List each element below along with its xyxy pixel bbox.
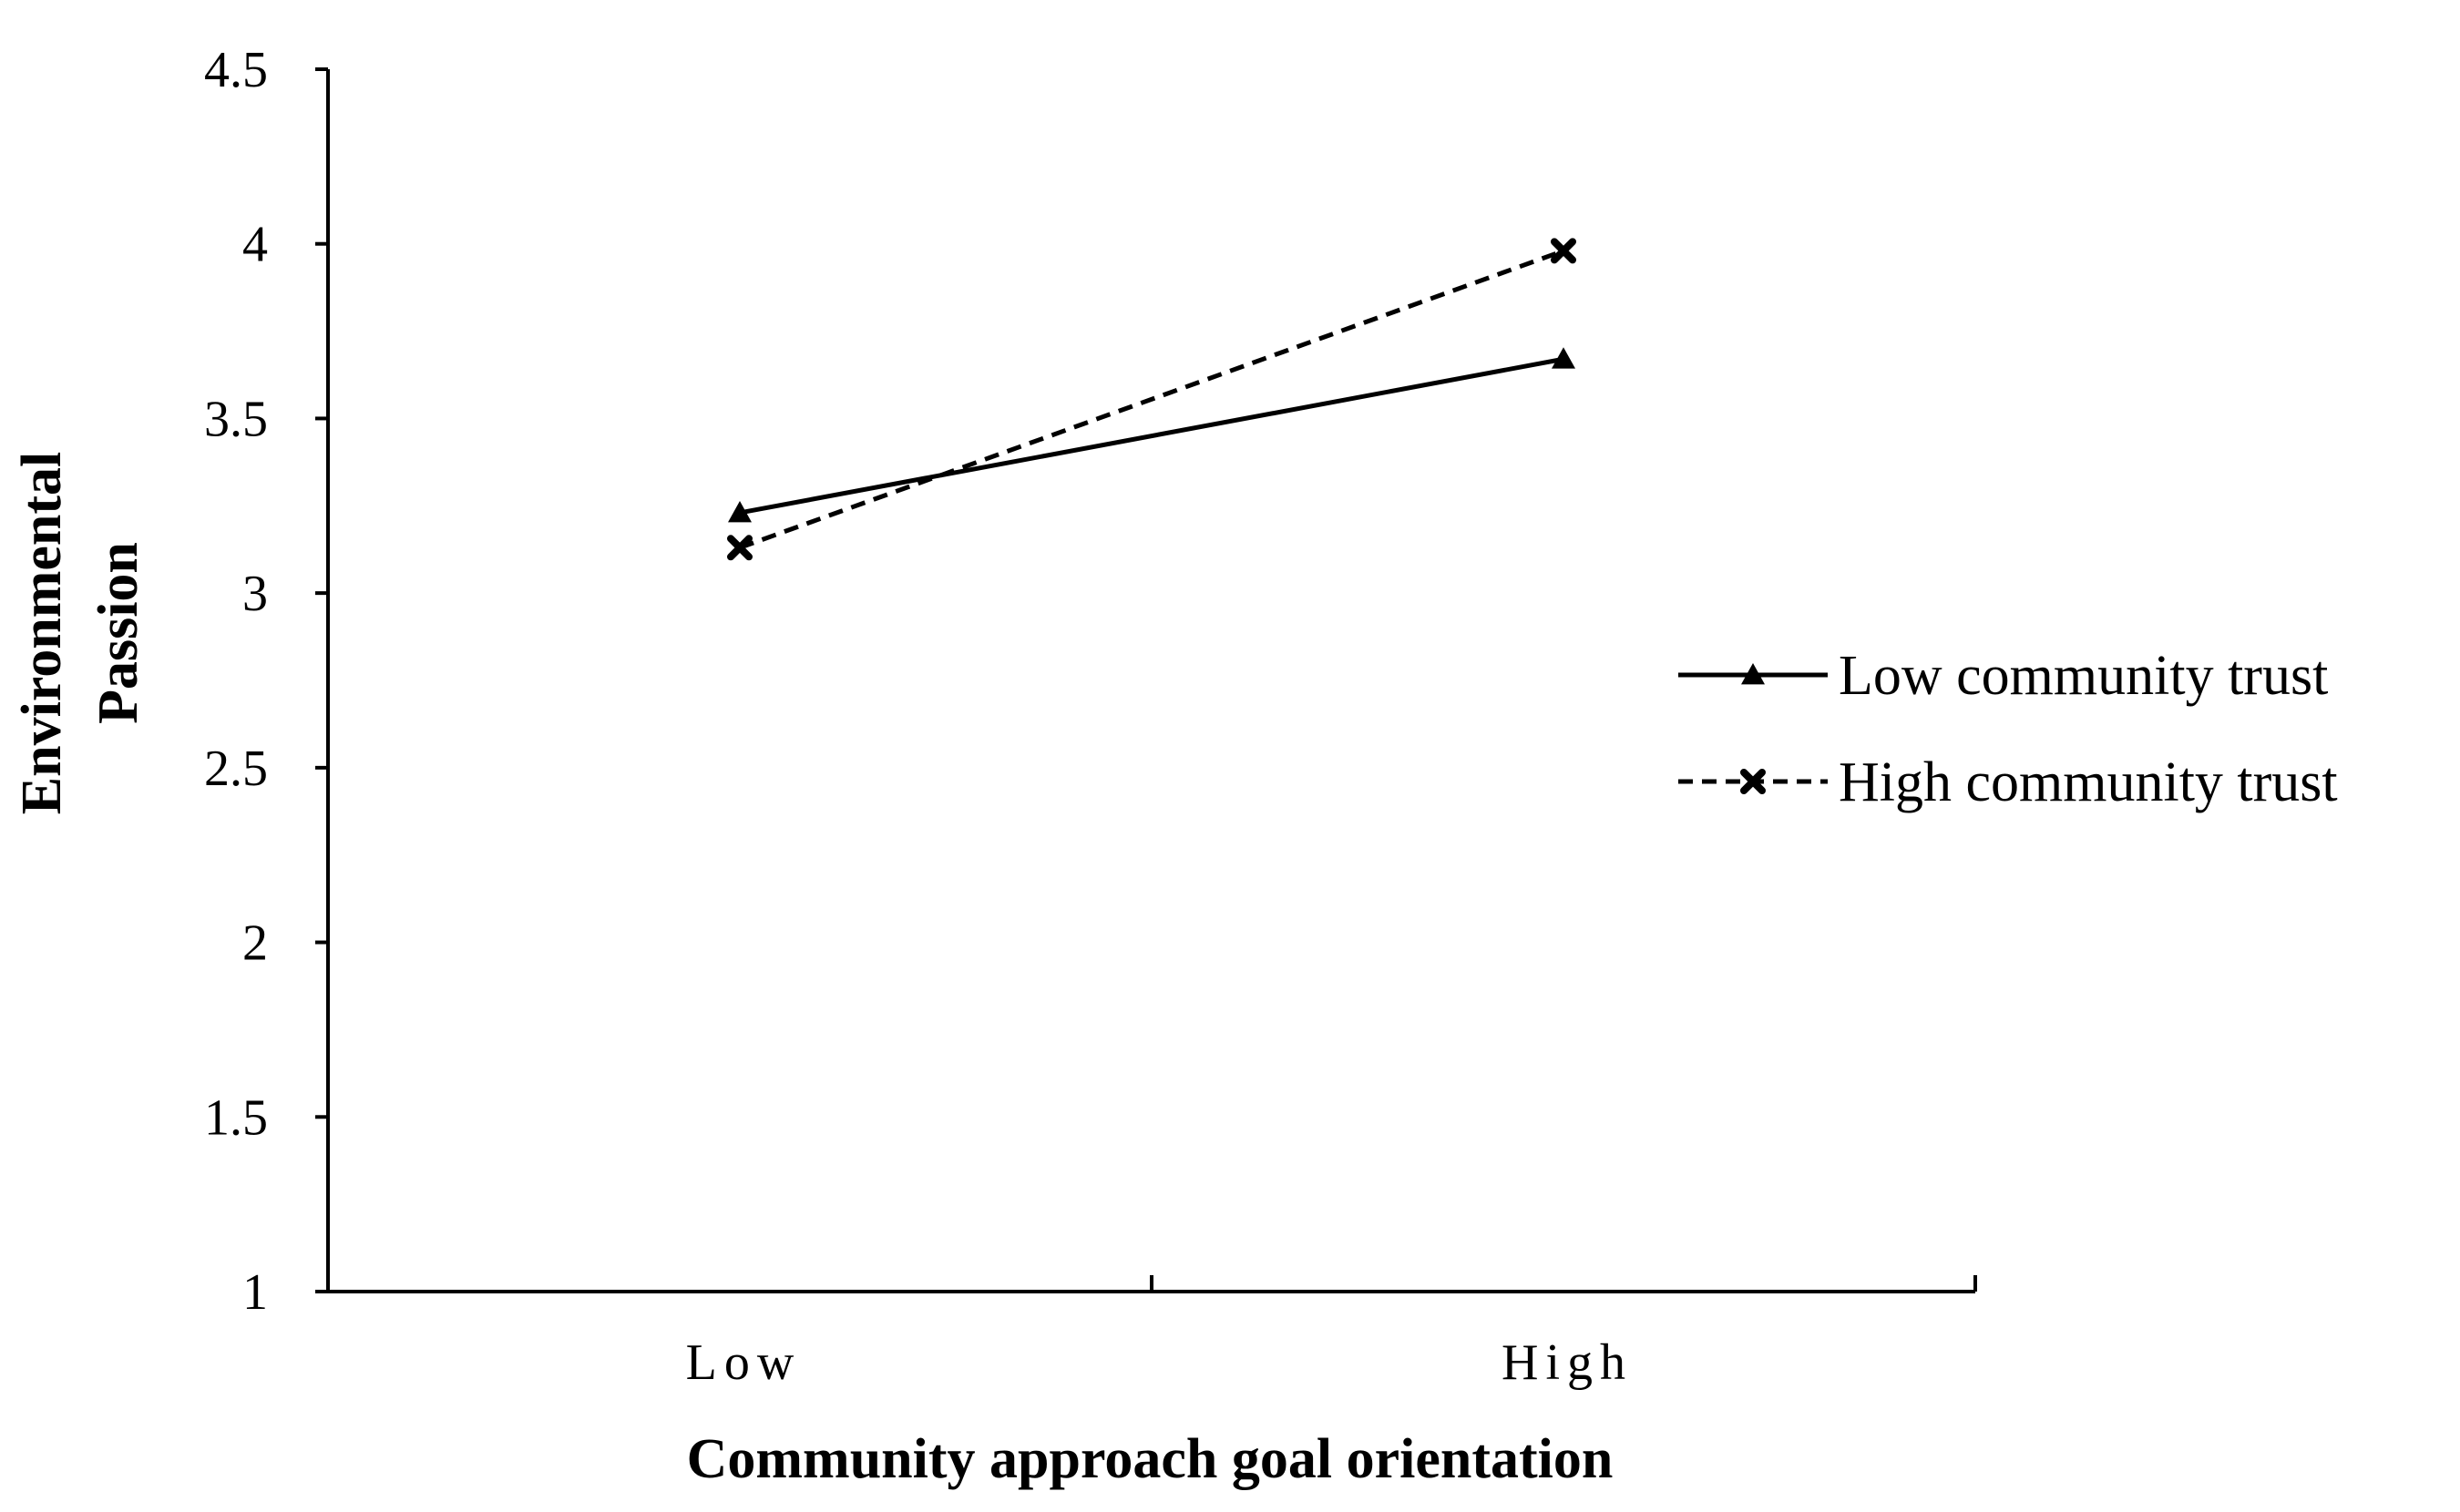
legend-label: Low community trust (1839, 645, 2328, 707)
data-point-x (1551, 238, 1576, 264)
legend-label: High community trust (1839, 751, 2338, 813)
y-axis-title: Environmental Passion (11, 452, 149, 814)
x-axis-title: Community approach goal orientation (687, 1428, 1614, 1490)
x-marker-stroke (1740, 769, 1766, 794)
legend: Low community trust High community trust (1678, 645, 2338, 813)
series-high-community-trust (727, 238, 1576, 561)
y-axis-title-line: Passion (87, 542, 149, 724)
series-low-community-trust (728, 347, 1575, 523)
data-point-triangle (1552, 347, 1575, 369)
y-tick-label: 4 (242, 217, 268, 273)
y-tick-label: 3 (242, 566, 268, 622)
series-line (739, 249, 1564, 550)
y-tick-label: 2 (242, 915, 268, 972)
data-point-triangle (728, 500, 752, 523)
y-tick-label: 4.5 (204, 42, 268, 98)
data-point-x (727, 535, 753, 561)
x-axis-ticks: Low High (326, 1275, 1977, 1391)
y-axis-ticks: 1 1.5 2 2.5 3 3.5 4 4.5 (204, 42, 328, 1321)
legend-item: Low community trust (1678, 645, 2328, 707)
y-tick-label: 2.5 (204, 741, 268, 797)
legend-marker (1741, 663, 1765, 685)
x-marker-stroke (1551, 238, 1576, 264)
legend-item: High community trust (1678, 751, 2338, 813)
axes (326, 69, 1975, 1293)
series-layer (727, 238, 1576, 561)
x-marker-stroke (727, 535, 753, 561)
x-tick-label: Low (686, 1334, 802, 1391)
y-tick-label: 1 (242, 1264, 268, 1321)
y-tick-label: 1.5 (204, 1089, 268, 1146)
legend-marker (1740, 769, 1766, 794)
series-line (739, 356, 1564, 516)
y-axis-title-line: Environmental (11, 452, 73, 814)
y-tick-label: 3.5 (204, 391, 268, 447)
x-tick-label: High (1502, 1334, 1633, 1391)
